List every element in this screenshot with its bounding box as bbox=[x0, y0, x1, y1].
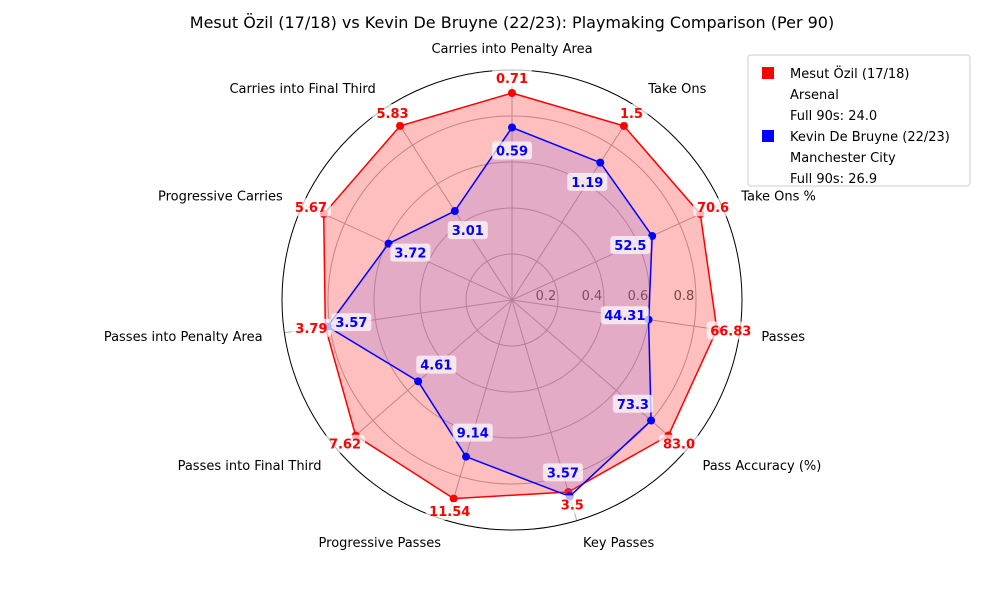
value-label: 44.31 bbox=[604, 309, 645, 324]
axis-label: Passes into Penalty Area bbox=[104, 330, 263, 345]
value-label: 0.71 bbox=[496, 72, 528, 87]
radial-tick-label: 0.8 bbox=[674, 289, 695, 304]
series-point bbox=[461, 452, 470, 461]
grid-spoke bbox=[387, 106, 513, 301]
axis-labels: Carries into Penalty Area Take Ons Take On… bbox=[104, 42, 822, 551]
value-label-bg bbox=[416, 355, 457, 374]
value-label-bg bbox=[610, 235, 651, 254]
series-line-0 bbox=[322, 92, 718, 500]
value-label: 4.61 bbox=[420, 359, 452, 374]
axis-label: Progressive Passes bbox=[319, 536, 442, 551]
axis-label: Passes into Final Third bbox=[178, 459, 322, 474]
legend-entry: Arsenal bbox=[790, 88, 839, 103]
axis-label: Key Passes bbox=[583, 536, 654, 551]
value-label: 3.57 bbox=[335, 316, 367, 331]
value-label: 5.67 bbox=[295, 201, 327, 216]
series-point bbox=[449, 494, 458, 503]
axis-label: Pass Accuracy (%) bbox=[702, 459, 821, 474]
legend-entry: Kevin De Bruyne (22/23) bbox=[790, 130, 950, 145]
value-label: 7.62 bbox=[329, 438, 361, 453]
series-point bbox=[596, 158, 605, 167]
grid-spoke bbox=[511, 299, 578, 521]
grid-spoke bbox=[446, 299, 513, 521]
axis-label: Take Ons % bbox=[740, 189, 816, 204]
value-label-bg bbox=[390, 243, 431, 262]
value-label: 11.54 bbox=[429, 505, 470, 520]
legend-entry: Mesut Özil (17/18) bbox=[790, 65, 909, 82]
value-label-bg bbox=[706, 321, 755, 340]
value-label-bg bbox=[600, 306, 649, 325]
grid-spoke bbox=[337, 299, 513, 451]
value-label-bg bbox=[452, 423, 493, 442]
legend-frame bbox=[747, 54, 971, 187]
chart-title: Mesut Özil (17/18) vs Kevin De Bruyne (2… bbox=[190, 13, 834, 32]
value-label-bg bbox=[567, 172, 608, 191]
legend-marker bbox=[762, 130, 774, 142]
value-label-bg bbox=[372, 104, 413, 123]
value-label: 3.72 bbox=[394, 247, 426, 262]
value-label-bg bbox=[425, 502, 474, 521]
value-label-bg bbox=[492, 69, 532, 87]
axis-label: Carries into Final Third bbox=[229, 82, 375, 97]
value-label: 66.83 bbox=[710, 324, 751, 339]
value-label-bg bbox=[291, 318, 332, 337]
value-label: 3.79 bbox=[295, 322, 327, 337]
value-label-bg bbox=[447, 221, 488, 240]
legend-marker bbox=[762, 67, 774, 79]
legend-entry: Full 90s: 24.0 bbox=[790, 109, 877, 124]
value-label: 5.83 bbox=[376, 107, 408, 122]
value-label: 52.5 bbox=[614, 239, 646, 254]
legend-entry: Manchester City bbox=[790, 151, 896, 166]
series-point bbox=[508, 89, 516, 97]
value-label-bg bbox=[331, 313, 372, 332]
value-label: 83.0 bbox=[663, 438, 695, 453]
value-label: 0.59 bbox=[496, 145, 528, 160]
value-label-bg bbox=[612, 394, 653, 413]
series-line-1 bbox=[326, 126, 653, 498]
series-fill-1 bbox=[327, 127, 653, 497]
series-point bbox=[508, 123, 516, 132]
value-label: 9.14 bbox=[457, 427, 489, 442]
legend: Mesut Özil (17/18) Arsenal Full 90s: 24.0 K… bbox=[747, 54, 971, 187]
value-label-bg bbox=[615, 104, 648, 123]
value-label-bg bbox=[492, 141, 532, 160]
series-point bbox=[450, 206, 459, 215]
radial-tick-label: 0.6 bbox=[628, 289, 649, 304]
series-point bbox=[414, 377, 423, 386]
series-point bbox=[647, 416, 656, 425]
series-point bbox=[619, 121, 628, 130]
radial-tick-label: 0.4 bbox=[582, 289, 603, 304]
value-label: 1.19 bbox=[571, 176, 603, 191]
value-label-bg bbox=[556, 495, 589, 514]
value-label-bg bbox=[693, 198, 734, 217]
value-label: 3.01 bbox=[452, 224, 484, 239]
grid-spoke bbox=[511, 106, 637, 301]
polar-grid: 0.2 0.4 0.6 0.8 bbox=[281, 69, 743, 531]
series-point bbox=[396, 121, 405, 130]
axis-label: Passes bbox=[761, 330, 805, 345]
axis-label: Take Ons bbox=[647, 82, 706, 97]
value-label-bg bbox=[324, 434, 365, 453]
value-labels: 0.71 1.5 70.6 66.83 83.0 3.5 11.54 7.62 3.79 5.67… bbox=[290, 69, 755, 521]
legend-entry: Full 90s: 26.9 bbox=[790, 172, 877, 187]
value-label: 3.57 bbox=[547, 466, 579, 481]
value-label: 73.3 bbox=[617, 398, 649, 413]
axis-label: Progressive Carries bbox=[158, 189, 283, 204]
value-label-bg bbox=[542, 463, 583, 482]
radial-tick-label: 0.2 bbox=[536, 289, 557, 304]
value-label: 1.5 bbox=[620, 107, 643, 122]
grid-spoke bbox=[511, 299, 687, 451]
value-label: 3.5 bbox=[561, 498, 584, 513]
value-label-bg bbox=[290, 198, 331, 217]
value-label-bg bbox=[659, 434, 700, 453]
axis-label: Carries into Penalty Area bbox=[431, 42, 592, 57]
value-label: 70.6 bbox=[697, 201, 729, 216]
